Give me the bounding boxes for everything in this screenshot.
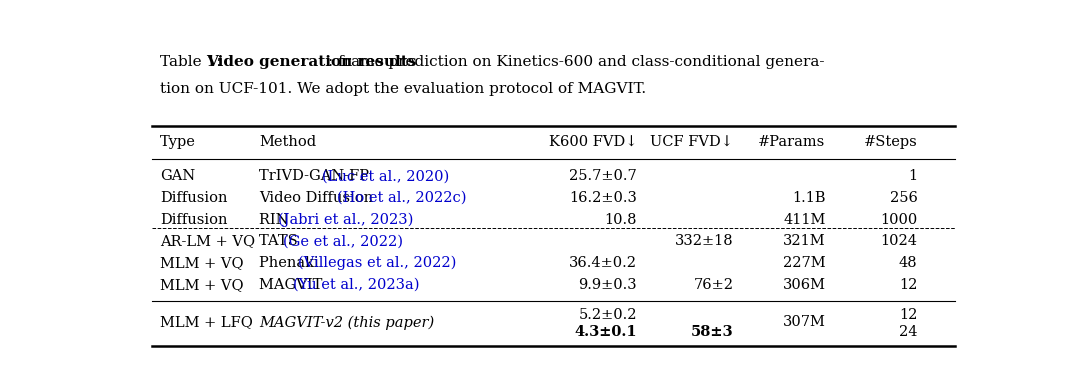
- Text: Diffusion: Diffusion: [160, 213, 228, 227]
- Text: 1000: 1000: [880, 213, 918, 227]
- Text: GAN: GAN: [160, 169, 195, 183]
- Text: #Params: #Params: [758, 135, 825, 149]
- Text: AR-LM + VQ: AR-LM + VQ: [160, 234, 255, 249]
- Text: 332±18: 332±18: [675, 234, 733, 249]
- Text: 1.1B: 1.1B: [792, 191, 825, 205]
- Text: 256: 256: [890, 191, 918, 205]
- Text: 4.3±0.1: 4.3±0.1: [575, 325, 637, 339]
- Text: Video generation results: Video generation results: [206, 54, 416, 69]
- Text: 58±3: 58±3: [691, 325, 733, 339]
- Text: UCF FVD↓: UCF FVD↓: [650, 135, 733, 149]
- Text: 12: 12: [900, 308, 918, 322]
- Text: Diffusion: Diffusion: [160, 191, 228, 205]
- Text: 1: 1: [908, 169, 918, 183]
- Text: : frame prediction on Kinetics-600 and class-conditional genera-: : frame prediction on Kinetics-600 and c…: [328, 54, 824, 69]
- Text: MLM + VQ: MLM + VQ: [160, 256, 244, 270]
- Text: Phenaki: Phenaki: [259, 256, 323, 270]
- Text: (Ge et al., 2022): (Ge et al., 2022): [283, 234, 403, 249]
- Text: 411M: 411M: [783, 213, 825, 227]
- Text: Method: Method: [259, 135, 316, 149]
- Text: 321M: 321M: [783, 234, 825, 249]
- Text: MLM + LFQ: MLM + LFQ: [160, 315, 253, 329]
- Text: (Ho et al., 2022c): (Ho et al., 2022c): [337, 191, 467, 205]
- Text: 12: 12: [900, 278, 918, 292]
- Text: TATS: TATS: [259, 234, 302, 249]
- Text: MAGVIT: MAGVIT: [259, 278, 327, 292]
- Text: RIN: RIN: [259, 213, 293, 227]
- Text: Type: Type: [160, 135, 195, 149]
- Text: 9.9±0.3: 9.9±0.3: [579, 278, 637, 292]
- Text: Video Diffusion: Video Diffusion: [259, 191, 378, 205]
- Text: 1024: 1024: [880, 234, 918, 249]
- Text: Table 1:: Table 1:: [160, 54, 227, 69]
- Text: 24: 24: [899, 325, 918, 339]
- Text: (Luc et al., 2020): (Luc et al., 2020): [322, 169, 449, 183]
- Text: tion on UCF-101. We adopt the evaluation protocol of MAGVIT.: tion on UCF-101. We adopt the evaluation…: [160, 82, 646, 96]
- Text: TrIVD-GAN-FP: TrIVD-GAN-FP: [259, 169, 374, 183]
- Text: 48: 48: [899, 256, 918, 270]
- Text: 25.7±0.7: 25.7±0.7: [569, 169, 637, 183]
- Text: (Villegas et al., 2022): (Villegas et al., 2022): [298, 256, 456, 270]
- Text: MAGVIT-v2 (this paper): MAGVIT-v2 (this paper): [259, 315, 434, 330]
- Text: 36.4±0.2: 36.4±0.2: [569, 256, 637, 270]
- Text: 307M: 307M: [783, 315, 825, 329]
- Text: (Jabri et al., 2023): (Jabri et al., 2023): [279, 212, 414, 227]
- Text: 16.2±0.3: 16.2±0.3: [569, 191, 637, 205]
- Text: K600 FVD↓: K600 FVD↓: [549, 135, 637, 149]
- Text: 5.2±0.2: 5.2±0.2: [579, 308, 637, 322]
- Text: MLM + VQ: MLM + VQ: [160, 278, 244, 292]
- Text: 76±2: 76±2: [693, 278, 733, 292]
- Text: 227M: 227M: [783, 256, 825, 270]
- Text: #Steps: #Steps: [864, 135, 918, 149]
- Text: 10.8: 10.8: [605, 213, 637, 227]
- Text: (Yu et al., 2023a): (Yu et al., 2023a): [293, 278, 419, 292]
- Text: 306M: 306M: [783, 278, 825, 292]
